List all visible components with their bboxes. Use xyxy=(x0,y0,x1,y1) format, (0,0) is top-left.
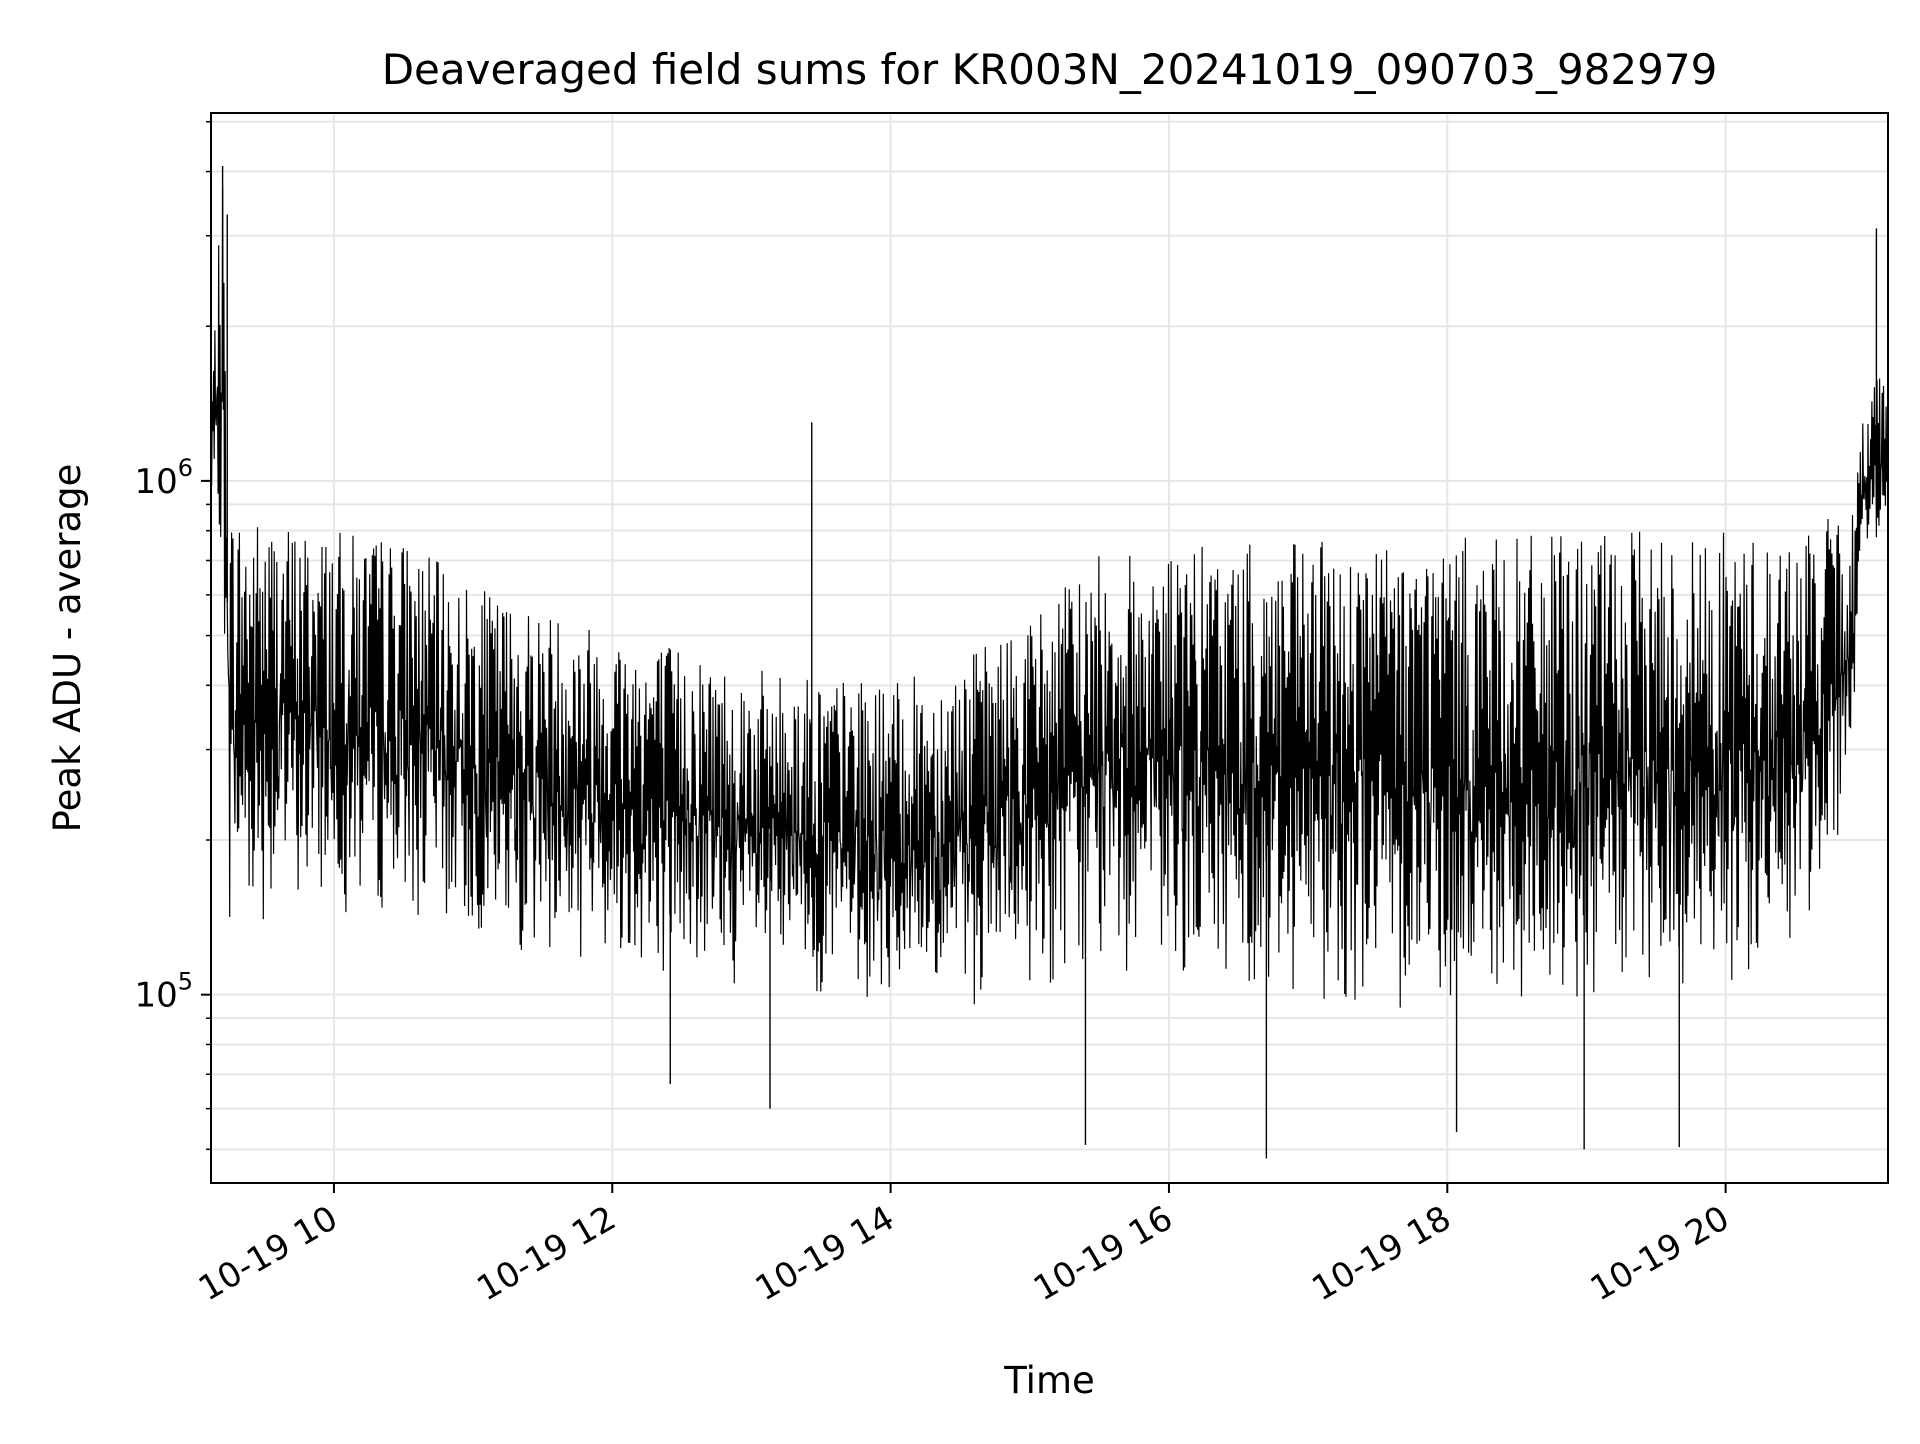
y-tick-label: 105 xyxy=(134,968,193,1016)
plot-frame xyxy=(210,112,1889,1184)
y-tick-label-exponent: 5 xyxy=(178,968,193,996)
y-tick-label-exponent: 6 xyxy=(178,454,193,482)
y-tick-label-base: 10 xyxy=(134,462,177,502)
y-axis-label: Peak ADU - average xyxy=(46,464,89,833)
y-tick-label-base: 10 xyxy=(134,976,177,1016)
chart-title: Deaveraged field sums for KR003N_2024101… xyxy=(382,45,1718,94)
y-tick-label: 106 xyxy=(134,454,193,502)
grid-lines xyxy=(211,113,1888,1183)
data-series xyxy=(210,166,1889,1159)
data-line xyxy=(210,185,1889,1008)
x-axis-label: Time xyxy=(1003,1359,1095,1402)
